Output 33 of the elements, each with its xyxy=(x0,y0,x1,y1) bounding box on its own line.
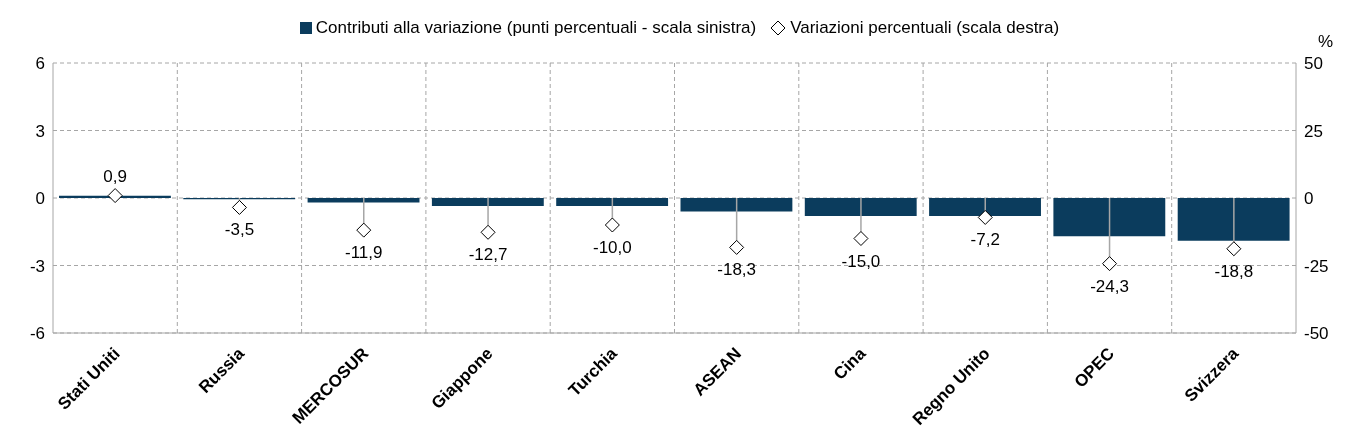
y2-tick-label: 25 xyxy=(1304,121,1323,141)
point xyxy=(1102,256,1118,272)
point xyxy=(604,217,620,233)
y2-tick-label: 0 xyxy=(1304,189,1314,209)
data-label: 0,9 xyxy=(103,166,127,186)
y-tick-label: 3 xyxy=(35,121,45,141)
data-label: -11,9 xyxy=(345,243,383,263)
legend-label: Contributi alla variazione (punti percentuali - scala sinistra) xyxy=(315,18,757,38)
point xyxy=(1226,241,1242,257)
y-tick-label: -6 xyxy=(29,324,45,344)
point xyxy=(231,199,247,215)
data-label: -24,3 xyxy=(1090,276,1129,296)
point xyxy=(853,231,869,246)
y2-tick-label: -50 xyxy=(1304,324,1329,344)
y2-axis-title: % xyxy=(1317,32,1333,52)
data-label: -7,2 xyxy=(970,230,1000,250)
data-label: -15,0 xyxy=(841,251,881,271)
y-tick-label: 6 xyxy=(35,54,45,74)
y2-tick-label: -25 xyxy=(1304,256,1329,276)
y2-tick-label: 50 xyxy=(1304,54,1323,74)
point xyxy=(107,188,123,204)
point xyxy=(480,224,496,240)
data-label: -18,8 xyxy=(1214,261,1254,281)
data-label: -18,3 xyxy=(717,260,757,280)
y-tick-label: 0 xyxy=(35,189,45,209)
point xyxy=(729,239,745,255)
legend-label: Variazioni percentuali (scala destra) xyxy=(790,18,1060,38)
y-tick-label: -3 xyxy=(29,256,45,276)
point xyxy=(356,222,372,238)
data-label: -10,0 xyxy=(592,238,632,257)
data-label: -3,5 xyxy=(224,220,255,240)
data-label: -12,7 xyxy=(468,245,508,265)
point xyxy=(977,209,993,225)
